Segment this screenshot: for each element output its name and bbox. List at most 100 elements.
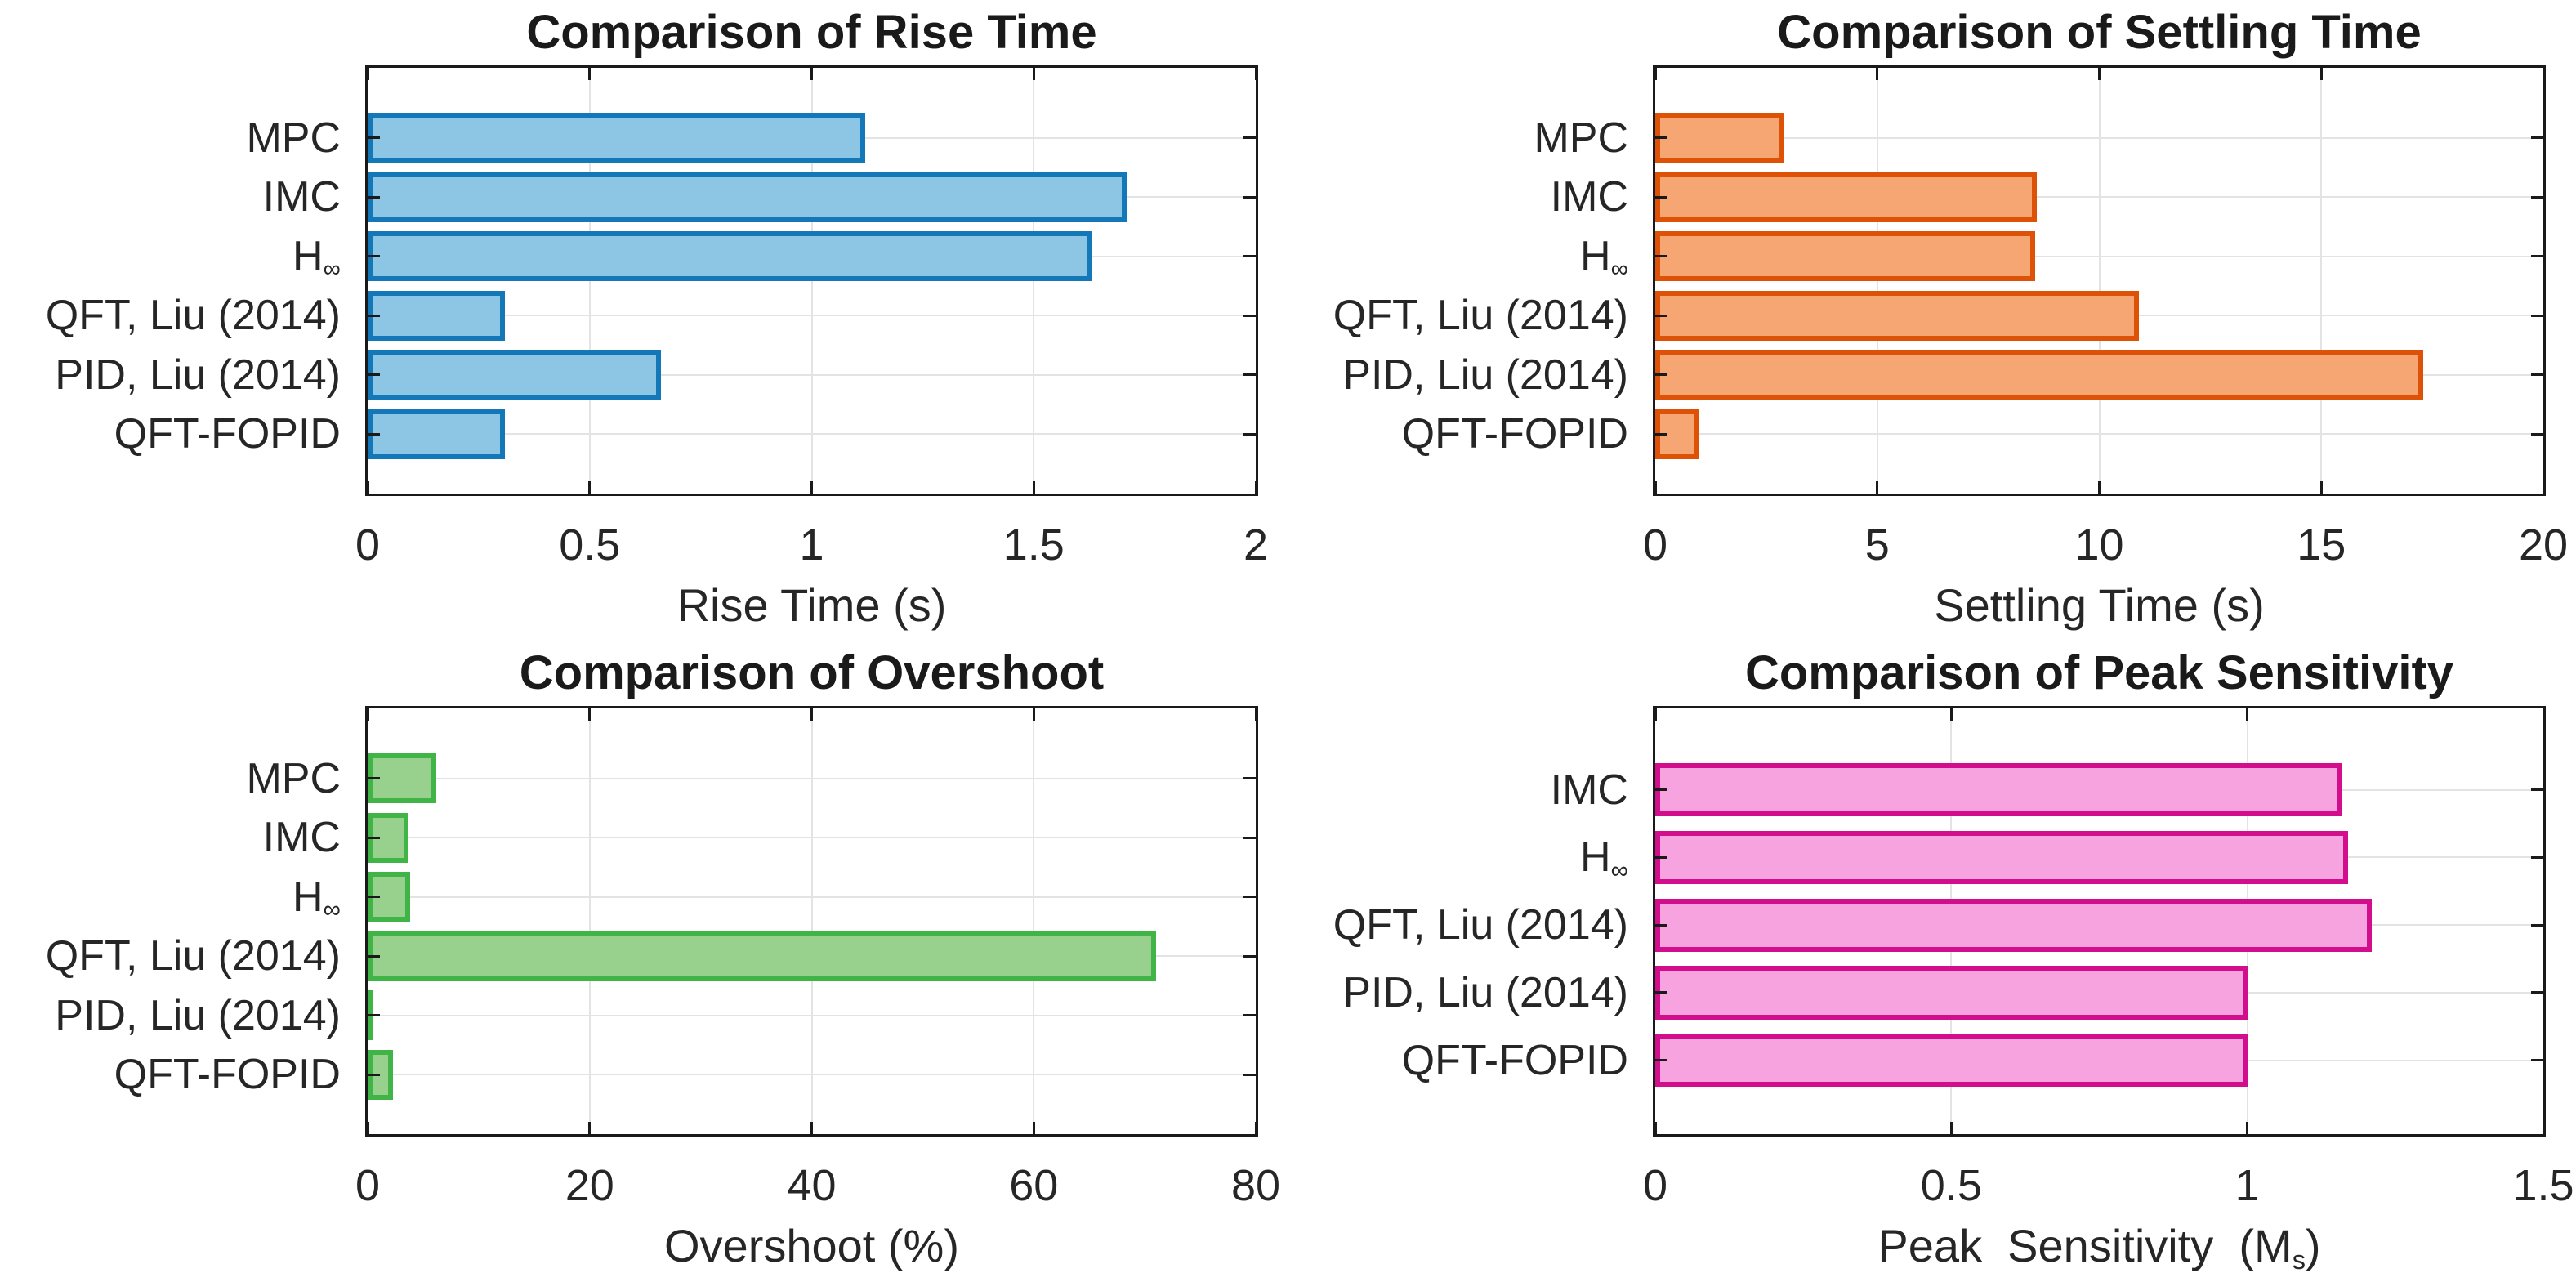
x-tick-label: 20 [565,1161,614,1210]
category-label: QFT, Liu (2014) [1333,292,1628,340]
chart-panel-settling-time: Comparison of Settling Time MPC IMC H∞ QFT,… [1288,0,2576,641]
y-tick [1655,195,1667,199]
chart-title: Comparison of Peak Sensitivity [1744,646,2454,699]
vertical-gridline [2098,68,2101,494]
category-label: H∞ [292,873,342,924]
x-tick-label: 20 [2518,520,2569,570]
bar [368,113,865,163]
bar [368,350,661,400]
subscript-text: s [2292,1245,2306,1275]
horizontal-gridline [368,837,1256,839]
x-tick [366,68,369,80]
x-tick [1254,481,1257,494]
x-tick [1654,481,1657,494]
x-axis-label: Settling Time (s) [1934,579,2265,631]
chart-panel-overshoot: Comparison of Overshoot MPC IMC H∞ QFT, Liu… [0,641,1288,1282]
x-tick [2246,1122,2249,1134]
x-tick [1254,1122,1257,1134]
horizontal-gridline [368,777,1256,779]
horizontal-gridline [368,896,1256,898]
x-tick [366,708,369,721]
x-tick-label: 1.5 [2512,1161,2574,1210]
y-tick [1655,855,1667,859]
bar [368,872,410,922]
bar [1655,898,2372,952]
x-tick [588,708,592,721]
category-label: H∞ [1579,833,1629,884]
chart-title: Comparison of Settling Time [1777,6,2422,59]
chart-panel-rise-time: Comparison of Rise Time MPC IMC H∞ QFT, Liu… [0,0,1288,641]
y-tick [2531,432,2543,436]
y-tick [1655,923,1667,927]
subscript-text: ∞ [1610,856,1629,884]
y-tick [1243,195,1256,199]
y-tick [1243,1073,1256,1076]
vertical-gridline [1033,708,1035,1134]
category-label: IMC [262,173,341,221]
horizontal-gridline [368,433,1256,436]
horizontal-gridline [368,373,1256,376]
x-tick-label: 0 [355,520,381,570]
x-tick [1032,68,1035,80]
subscript-text: ∞ [1610,256,1629,284]
category-label: PID, Liu (2014) [55,351,341,399]
x-tick [366,481,369,494]
y-tick [2531,923,2543,927]
bar [1655,172,2038,222]
category-label: QFT-FOPID [1401,410,1628,458]
x-tick-label: 15 [2297,520,2346,570]
y-tick [2531,373,2543,377]
y-tick [1655,1059,1667,1062]
x-tick [1949,1122,1953,1134]
x-tick-label: 1.5 [1002,520,1065,570]
y-tick [2531,136,2543,140]
x-tick-label: 0 [355,1161,381,1210]
x-tick [810,68,813,80]
y-tick [2531,788,2543,792]
x-tick-label: 2 [1243,520,1269,570]
subscript-text: ∞ [323,896,342,924]
bar [1655,966,2248,1020]
y-tick [368,314,380,317]
y-tick [368,1073,380,1076]
y-tick [1655,788,1667,792]
y-tick [1243,954,1256,958]
x-tick [1254,68,1257,80]
x-tick [1654,68,1657,80]
x-tick-label: 1 [2234,1161,2260,1210]
vertical-gridline [2320,68,2323,494]
y-tick [368,954,380,958]
y-tick [1243,314,1256,317]
x-tick [2098,68,2101,80]
y-tick [1243,896,1256,899]
y-tick [368,373,380,377]
y-tick [368,1014,380,1017]
x-tick [1032,1122,1035,1134]
x-axis-label: Rise Time (s) [676,579,947,631]
x-tick-label: 5 [1864,520,1890,570]
x-tick [1876,68,1879,80]
x-tick [2319,481,2323,494]
y-tick [368,195,380,199]
x-tick-label: 0 [1642,520,1668,570]
bar [1655,231,2035,282]
x-tick [1654,708,1657,721]
y-tick [2531,195,2543,199]
horizontal-gridline [1655,196,2543,199]
category-label: MPC [1534,114,1628,162]
category-label: PID, Liu (2014) [55,991,341,1039]
x-tick-label: 0.5 [1920,1161,1982,1210]
category-label: MPC [246,754,341,802]
bar [1655,830,2348,885]
y-tick [368,836,380,839]
horizontal-gridline [1655,136,2543,139]
x-tick [810,1122,813,1134]
bar [368,172,1127,222]
x-tick [1949,708,1953,721]
x-tick [1876,481,1879,494]
category-label: QFT, Liu (2014) [1333,901,1628,949]
x-tick [588,1122,592,1134]
x-tick [588,481,592,494]
category-label: QFT-FOPID [1401,1036,1628,1084]
y-tick [368,896,380,899]
